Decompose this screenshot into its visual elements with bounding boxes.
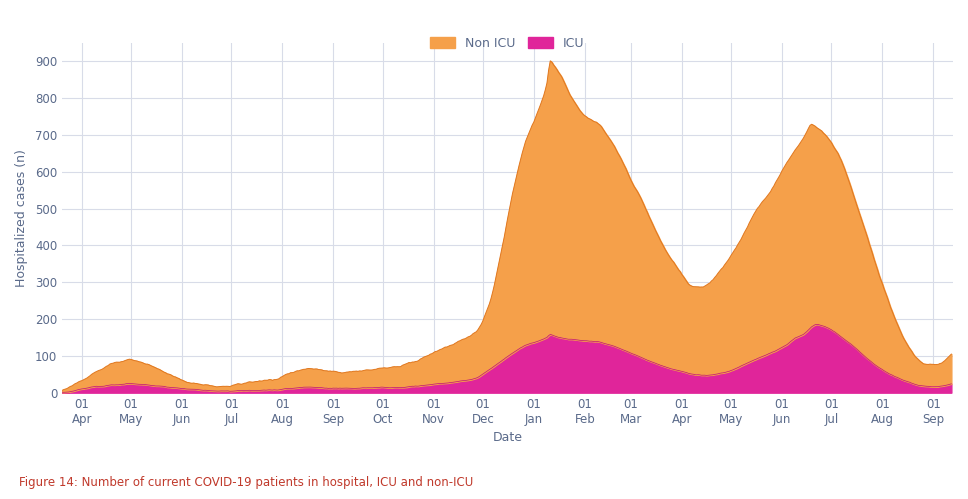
Y-axis label: Hospitalized cases (n): Hospitalized cases (n) bbox=[15, 149, 28, 287]
Text: Figure 14: Number of current COVID-19 patients in hospital, ICU and non-ICU: Figure 14: Number of current COVID-19 pa… bbox=[19, 476, 473, 489]
Legend: Non ICU, ICU: Non ICU, ICU bbox=[425, 32, 590, 55]
X-axis label: Date: Date bbox=[493, 431, 523, 444]
